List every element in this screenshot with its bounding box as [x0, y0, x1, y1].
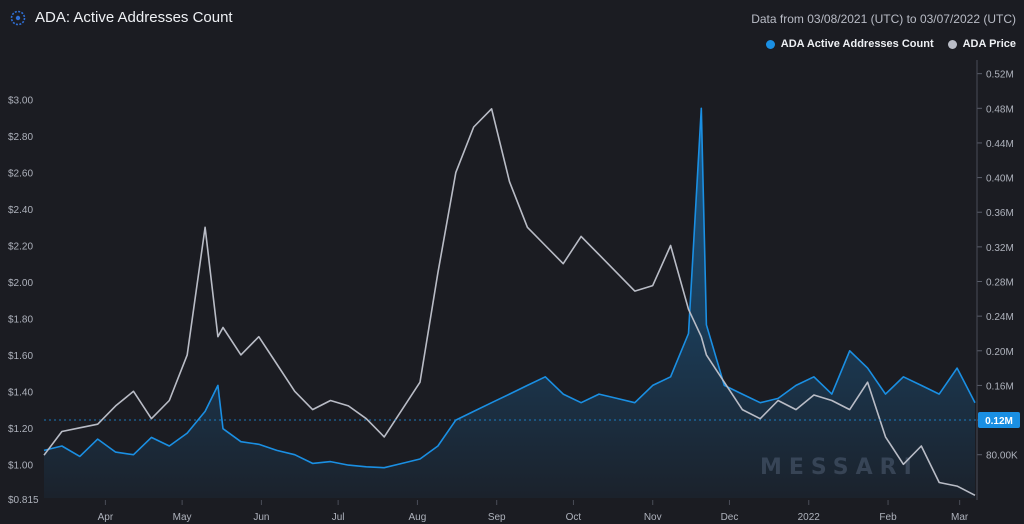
right-axis-tick: 0.52M: [986, 70, 1014, 81]
current-value-badge: [978, 412, 1020, 429]
legend-label: ADA Price: [962, 38, 1016, 50]
right-axis-tick: 0.16M: [986, 381, 1014, 392]
left-axis-tick: $2.80: [8, 132, 33, 143]
x-axis-tick: May: [173, 512, 192, 523]
legend-dot-gray: [947, 39, 957, 49]
right-axis-tick: 0.24M: [986, 312, 1014, 323]
active-addresses-line: [43, 107, 976, 469]
x-axis-tick: Apr: [98, 512, 114, 523]
right-axis-tick: 80.00K: [986, 451, 1018, 462]
date-range: Data from 03/08/2021 (UTC) to 03/07/2022…: [751, 12, 1016, 26]
left-axis-tick: $2.00: [8, 278, 33, 289]
ada-price-line: [43, 108, 976, 497]
right-axis-tick: 0.32M: [986, 243, 1014, 254]
left-axis-tick: $1.80: [8, 314, 33, 325]
left-axis-tick: $1.60: [8, 351, 33, 362]
right-axis-tick: 0.40M: [986, 174, 1014, 185]
left-axis-tick: $1.40: [8, 387, 33, 398]
right-axis-tick: 0.20M: [986, 347, 1014, 358]
messari-logo-icon: [10, 10, 26, 26]
left-axis-tick: $1.20: [8, 424, 33, 435]
x-axis-tick: Sep: [488, 512, 506, 523]
x-axis-tick: 2022: [798, 512, 821, 523]
left-axis-tick: $1.00: [8, 460, 33, 471]
left-axis-tick: $2.20: [8, 241, 33, 252]
chart-legend: ADA Active Addresses Count ADA Price: [765, 38, 1016, 50]
right-axis-tick: 0.28M: [986, 278, 1014, 289]
legend-label: ADA Active Addresses Count: [780, 38, 934, 50]
legend-item-price[interactable]: ADA Price: [947, 38, 1016, 50]
x-axis-tick: Oct: [566, 512, 582, 523]
left-axis-min-tick: $0.815: [8, 495, 39, 506]
right-axis-tick: 0.44M: [986, 139, 1014, 150]
current-value-label: 0.12M: [985, 416, 1013, 427]
legend-item-active-addresses[interactable]: ADA Active Addresses Count: [765, 38, 934, 50]
x-axis-tick: Dec: [721, 512, 739, 523]
x-axis-tick: Jul: [332, 512, 345, 523]
x-axis-tick: Aug: [409, 512, 427, 523]
left-axis-tick: $2.40: [8, 205, 33, 216]
right-axis-tick: 0.48M: [986, 104, 1014, 115]
chart-title: ADA: Active Addresses Count: [35, 9, 233, 26]
active-addresses-area: [44, 108, 975, 499]
legend-dot-blue: [765, 39, 775, 49]
x-axis-tick: Feb: [879, 512, 897, 523]
x-axis-tick: Mar: [951, 512, 969, 523]
left-axis-tick: $2.60: [8, 169, 33, 180]
chart-header: ADA: Active Addresses Count Data from 03…: [0, 0, 1024, 36]
left-axis-tick: $3.00: [8, 96, 33, 107]
x-axis-tick: Jun: [253, 512, 269, 523]
right-axis-tick: 0.36M: [986, 208, 1014, 219]
x-axis-tick: Nov: [644, 512, 662, 523]
